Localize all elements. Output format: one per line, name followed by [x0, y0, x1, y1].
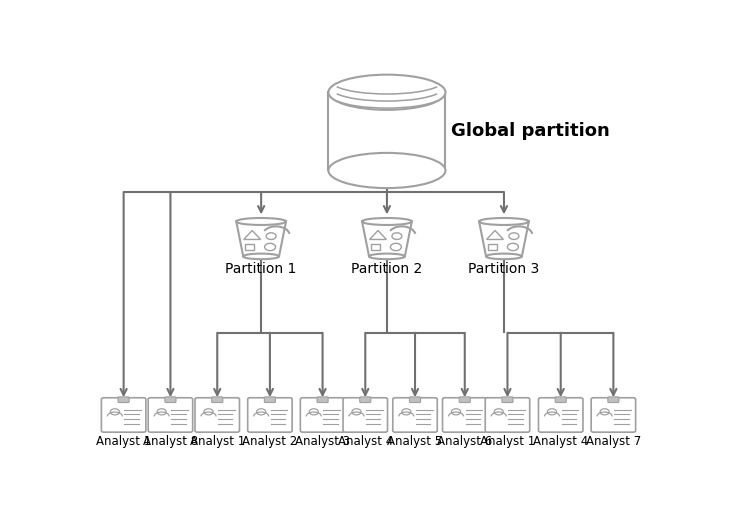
- Bar: [488, 244, 497, 250]
- Polygon shape: [244, 231, 260, 239]
- FancyBboxPatch shape: [317, 397, 328, 402]
- Text: Analyst 1: Analyst 1: [480, 435, 535, 448]
- Text: Partition 2: Partition 2: [351, 262, 423, 276]
- Text: Analyst 4: Analyst 4: [533, 435, 588, 448]
- Circle shape: [390, 243, 402, 250]
- FancyBboxPatch shape: [195, 398, 239, 432]
- Bar: [245, 244, 254, 250]
- Text: Analyst 7: Analyst 7: [586, 435, 641, 448]
- Ellipse shape: [362, 218, 411, 225]
- Circle shape: [352, 409, 361, 415]
- Ellipse shape: [328, 153, 445, 188]
- FancyBboxPatch shape: [300, 398, 345, 432]
- Circle shape: [600, 409, 609, 415]
- Bar: [328, 92, 445, 171]
- FancyBboxPatch shape: [555, 397, 566, 402]
- Circle shape: [110, 409, 119, 415]
- FancyBboxPatch shape: [442, 398, 487, 432]
- FancyBboxPatch shape: [485, 398, 530, 432]
- Ellipse shape: [236, 218, 286, 225]
- FancyBboxPatch shape: [538, 398, 583, 432]
- Ellipse shape: [328, 75, 445, 110]
- FancyBboxPatch shape: [118, 397, 129, 402]
- Polygon shape: [479, 221, 528, 257]
- FancyBboxPatch shape: [608, 397, 619, 402]
- Circle shape: [310, 409, 319, 415]
- Text: Analyst 4: Analyst 4: [337, 435, 393, 448]
- FancyBboxPatch shape: [211, 397, 223, 402]
- FancyBboxPatch shape: [343, 398, 387, 432]
- FancyBboxPatch shape: [393, 398, 437, 432]
- Circle shape: [451, 409, 461, 415]
- FancyBboxPatch shape: [359, 397, 371, 402]
- Text: Analyst 2: Analyst 2: [242, 435, 297, 448]
- Text: Analyst 1: Analyst 1: [96, 435, 151, 448]
- FancyBboxPatch shape: [459, 397, 470, 402]
- Polygon shape: [369, 231, 387, 239]
- Circle shape: [157, 409, 166, 415]
- FancyBboxPatch shape: [101, 398, 146, 432]
- Text: Analyst 6: Analyst 6: [437, 435, 492, 448]
- Circle shape: [204, 409, 213, 415]
- FancyBboxPatch shape: [591, 398, 636, 432]
- Circle shape: [266, 233, 276, 239]
- FancyBboxPatch shape: [148, 398, 193, 432]
- Ellipse shape: [486, 253, 522, 259]
- FancyBboxPatch shape: [248, 398, 292, 432]
- Text: Analyst 3: Analyst 3: [295, 435, 350, 448]
- Circle shape: [509, 233, 519, 239]
- Circle shape: [264, 243, 276, 250]
- Bar: [371, 244, 380, 250]
- Circle shape: [257, 409, 266, 415]
- Polygon shape: [486, 231, 504, 239]
- Circle shape: [392, 233, 402, 239]
- Ellipse shape: [479, 218, 528, 225]
- Polygon shape: [236, 221, 286, 257]
- Ellipse shape: [369, 253, 405, 259]
- FancyBboxPatch shape: [165, 397, 176, 402]
- FancyBboxPatch shape: [264, 397, 276, 402]
- Text: Partition 3: Partition 3: [468, 262, 540, 276]
- Text: Analyst 5: Analyst 5: [387, 435, 442, 448]
- Circle shape: [402, 409, 411, 415]
- Ellipse shape: [243, 253, 279, 259]
- Text: Global partition: Global partition: [451, 122, 610, 140]
- Circle shape: [547, 409, 556, 415]
- Circle shape: [507, 243, 519, 250]
- FancyBboxPatch shape: [502, 397, 513, 402]
- Text: Analyst 1: Analyst 1: [190, 435, 245, 448]
- FancyBboxPatch shape: [409, 397, 421, 402]
- Polygon shape: [362, 221, 411, 257]
- Text: Partition 1: Partition 1: [226, 262, 297, 276]
- Text: Analyst 8: Analyst 8: [143, 435, 198, 448]
- Circle shape: [494, 409, 504, 415]
